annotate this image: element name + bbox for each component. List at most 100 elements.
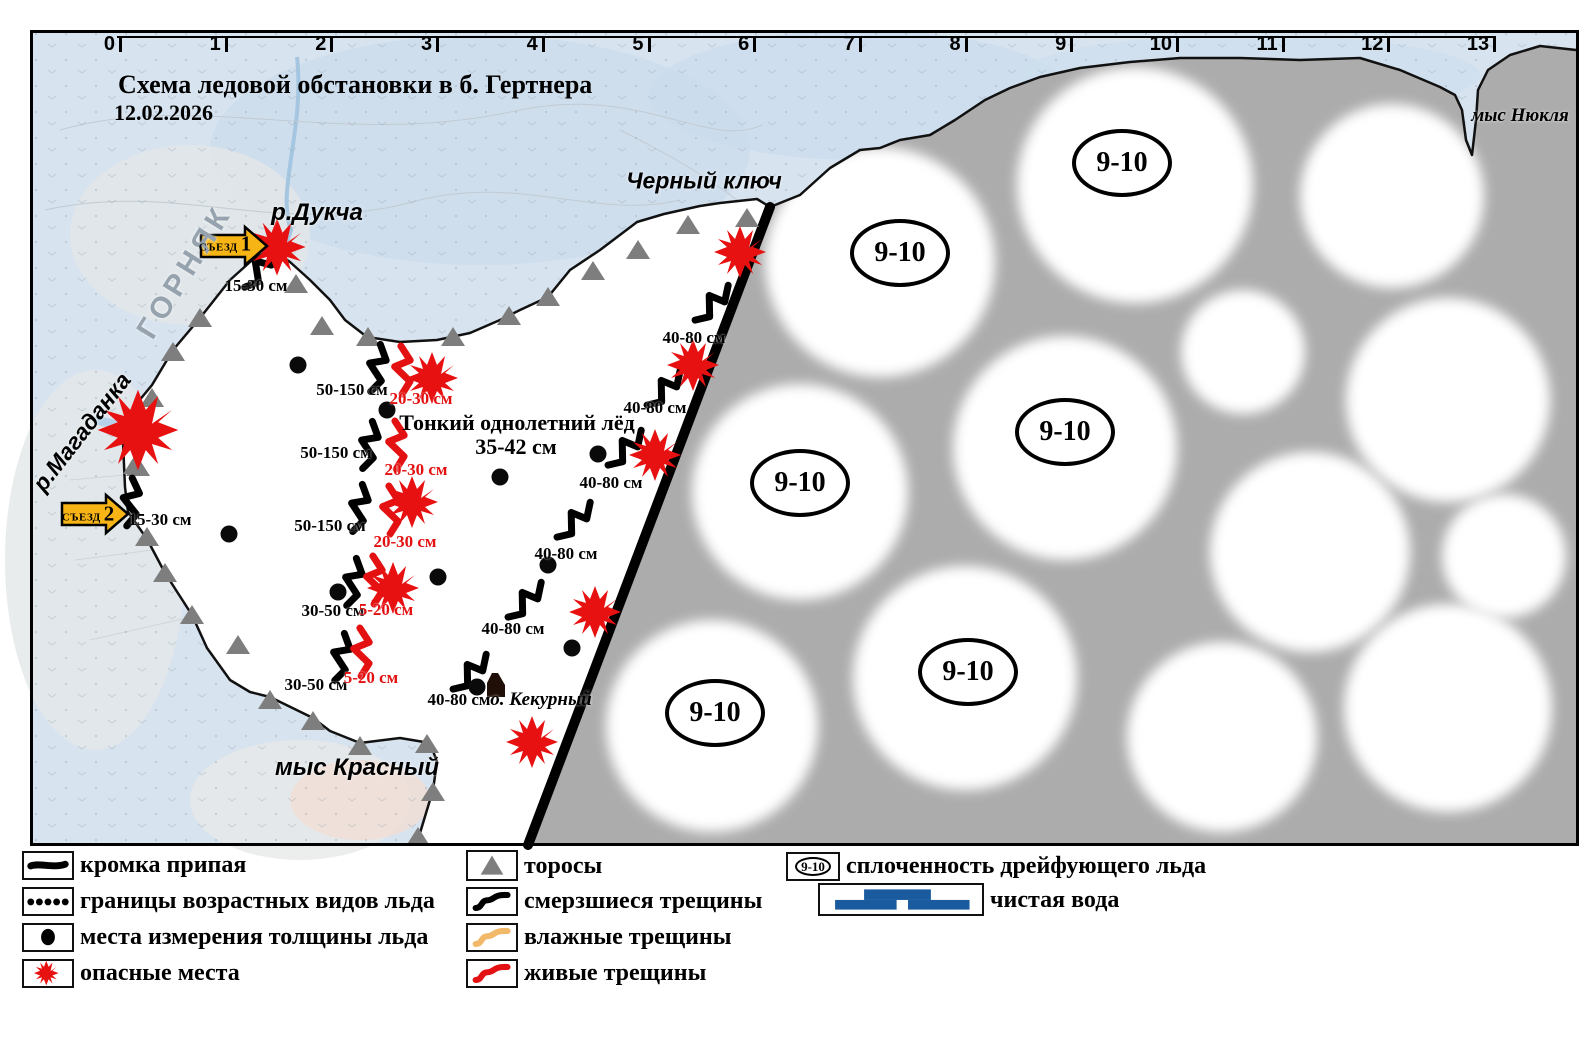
thickness-label: 50-150 см: [294, 516, 366, 535]
thickness-label: 15-30 см: [128, 510, 192, 529]
ruler-number: 9: [1055, 33, 1067, 55]
measure-point-icon: [220, 525, 238, 543]
ruler-number: 13: [1466, 33, 1490, 55]
concentration-badge: 9-10: [1072, 129, 1172, 197]
thickness-label: 5-20 см: [358, 600, 414, 619]
label-cherny-klyuch: Черный ключ: [626, 167, 782, 194]
legend-row-measure-point: места измерения толщины льда: [22, 922, 428, 952]
legend-row-live-crack: живые трещины: [466, 958, 706, 988]
ruler-number: 10: [1149, 33, 1172, 55]
legend-row-frozen-crack: смерзшиеся трещины: [466, 886, 762, 916]
thickness-label: 40-80 см: [623, 398, 687, 417]
thickness-label: 40-80 см: [662, 328, 726, 347]
wet-crack-icon: [466, 922, 518, 952]
ruler-tick: [224, 36, 228, 52]
thickness-label: 40-80 см: [534, 544, 598, 563]
ruler-tick: [436, 36, 440, 52]
ruler-number: 11: [1256, 33, 1278, 55]
drift-concentration-icon: 9-10: [786, 851, 840, 881]
legend-row-wet-crack: влажные трещины: [466, 922, 731, 952]
frozen-crack-icon: [466, 886, 518, 916]
ice-note-line1: Тонкий однолетний лёд: [399, 410, 635, 435]
ruler-tick: [858, 36, 862, 52]
thickness-label: 50-150 см: [300, 443, 372, 462]
danger-spot-icon: [22, 958, 74, 988]
exit-1-label: СЪЕЗД 1: [198, 231, 252, 256]
label-mys-krasny: мыс Красный: [274, 754, 440, 781]
ruler-tick: [964, 36, 968, 52]
ruler-tick: [1176, 36, 1179, 52]
map-title: Схема ледовой обстановки в б. Гертнера: [118, 70, 593, 99]
drift-floe: [1442, 494, 1566, 618]
concentration-badge: 9-10: [665, 679, 765, 747]
ruler-tick: [1281, 36, 1285, 52]
measure-point-icon: [539, 556, 557, 574]
ruler-tick: [1070, 36, 1074, 52]
legend-row-drift-concentration: 9-10 сплоченность дрейфующего льда: [786, 851, 1206, 881]
ruler-number: 6: [738, 33, 750, 55]
ice-note-line2: 35-42 см: [475, 434, 557, 459]
ruler-tick: [330, 36, 334, 52]
thickness-label: 20-30 см: [373, 532, 437, 551]
legend-row-age-boundaries: границы возрастных видов льда: [22, 886, 435, 916]
map-date: 12.02.2026: [114, 100, 213, 125]
drift-floe: [1210, 452, 1410, 652]
ruler-number: 0: [103, 33, 115, 55]
label-kekurny-island: о. Кекурный: [490, 689, 592, 710]
concentration-badge: 9-10: [850, 219, 950, 287]
thickness-label: 20-30 см: [389, 389, 453, 408]
legend-row-clear-water: чистая вода: [818, 883, 1119, 916]
ruler-tick: [1493, 36, 1497, 52]
clear-water-icon: [818, 883, 984, 916]
ruler-number: 5: [632, 33, 644, 55]
fast-ice-edge-line: [523, 202, 775, 850]
measure-point-icon: [491, 468, 509, 486]
ruler-tick: [647, 36, 651, 52]
map-frame: [30, 30, 1579, 846]
thickness-label: 30-50 см: [284, 675, 348, 694]
measure-point-icon: [429, 568, 447, 586]
measure-point-icon: [329, 583, 347, 601]
map-symbols: [97, 208, 766, 846]
ruler-number: 3: [420, 33, 433, 55]
measure-point-icon: [563, 639, 581, 657]
thickness-label: 40-80 см: [579, 473, 643, 492]
ruler-number: 4: [526, 33, 538, 55]
ruler-tick: [1387, 36, 1391, 52]
concentration-badge: 9-10: [1015, 398, 1115, 466]
ruler-number: 8: [949, 33, 961, 55]
concentration-badge: 9-10: [918, 638, 1018, 706]
thickness-label: 40-80 см: [427, 690, 491, 709]
drift-floe: [1346, 298, 1550, 502]
age-boundaries-icon: [22, 886, 74, 916]
thickness-label: 15-30 см: [224, 276, 288, 295]
fast-ice-edge-icon: [22, 850, 74, 880]
concentration-badge: 9-10: [750, 449, 850, 517]
drift-floe: [1181, 290, 1305, 414]
live-crack-icon: [466, 958, 518, 988]
thickness-label: 30-50 см: [301, 601, 365, 620]
ruler-number: 1: [209, 33, 221, 55]
measure-point-icon: [468, 678, 486, 696]
hummocks-icon: [466, 850, 518, 881]
drift-floe: [1127, 642, 1317, 832]
thickness-label: 5-20 см: [343, 668, 399, 687]
north-coastline: [769, 44, 1577, 209]
legend-row-danger-spot: опасные места: [22, 958, 240, 988]
measure-point-icon: [378, 401, 396, 419]
measure-point-icon: [589, 445, 607, 463]
legend-row-hummocks: торосы: [466, 850, 602, 881]
ruler-tick: [753, 36, 757, 52]
ruler-number: 7: [843, 33, 855, 55]
scale-ruler: [117, 36, 1495, 38]
thickness-label: 20-30 см: [384, 460, 448, 479]
thickness-label: 40-80 см: [481, 619, 545, 638]
drift-floes: [606, 67, 1566, 832]
ruler-tick: [119, 36, 122, 52]
drift-floe: [1344, 604, 1552, 812]
ruler-tick: [541, 36, 545, 52]
drift-floe: [1300, 104, 1484, 288]
label-dukcha-river: р.Дукча: [271, 199, 363, 226]
